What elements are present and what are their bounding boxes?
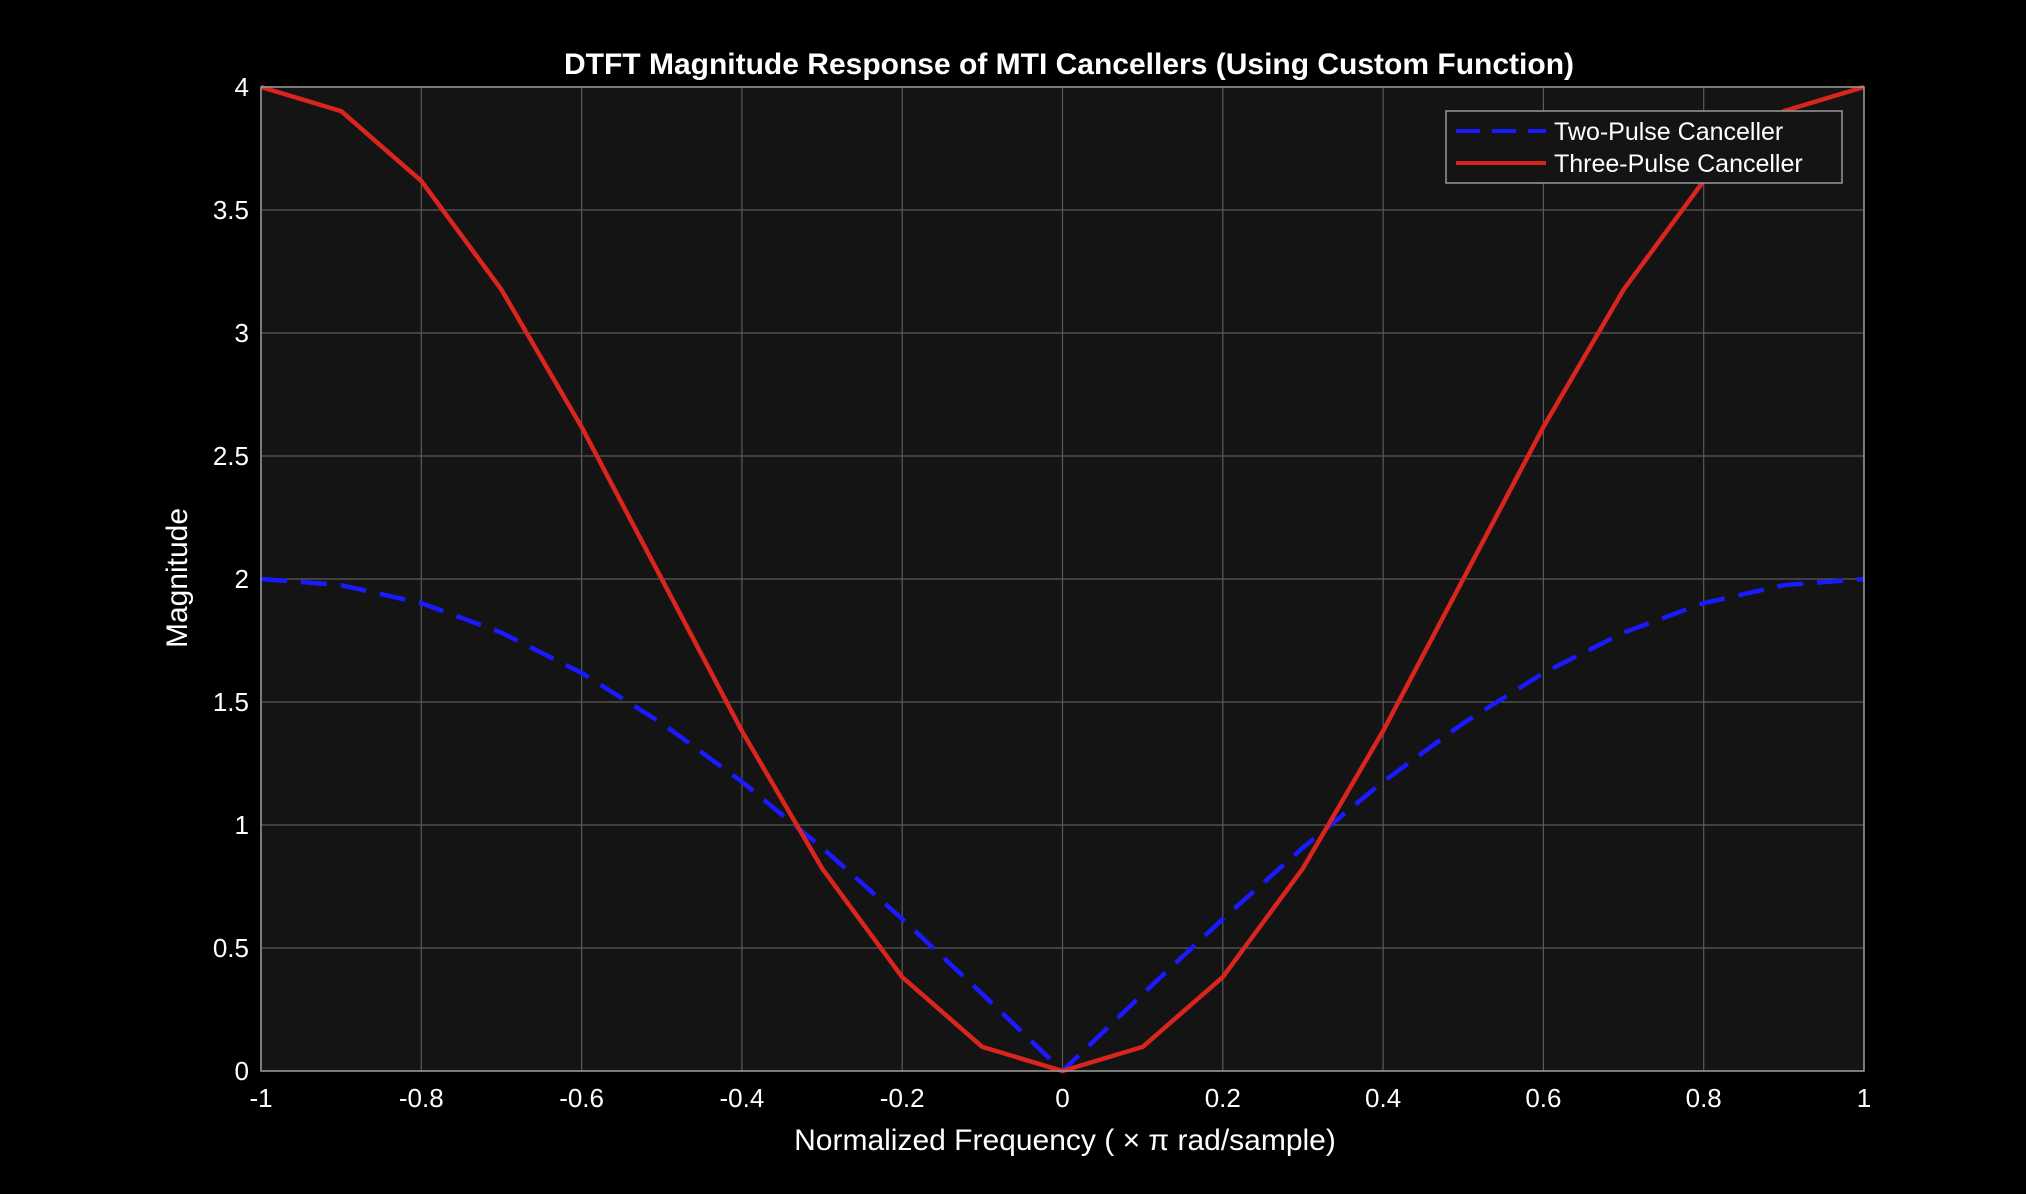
y-tick-label: 2 (235, 564, 249, 594)
y-tick-label: 4 (235, 72, 249, 102)
x-tick-labels: -1 -0.8 -0.6 -0.4 -0.2 0 0.2 0.4 0.6 0.8 1 (249, 1083, 1871, 1113)
x-tick-label: 1 (1857, 1083, 1871, 1113)
y-tick-label: 2.5 (213, 441, 249, 471)
x-tick-label: 0.6 (1525, 1083, 1561, 1113)
x-tick-label: 0.4 (1365, 1083, 1401, 1113)
x-tick-label: -0.8 (399, 1083, 444, 1113)
axes-border (260, 86, 1865, 1072)
y-tick-label: 3 (235, 318, 249, 348)
legend: Two-Pulse Canceller Three-Pulse Cancelle… (1445, 110, 1843, 184)
x-tick-label: 0.2 (1205, 1083, 1241, 1113)
x-tick-label: -0.2 (880, 1083, 925, 1113)
legend-box (1445, 110, 1843, 184)
y-tick-label: 1.5 (213, 687, 249, 717)
x-tick-label: 0.8 (1686, 1083, 1722, 1113)
legend-two-pulse-label: Two-Pulse Canceller (1554, 118, 1783, 146)
x-tick-label: -1 (249, 1083, 272, 1113)
chart-title: DTFT Magnitude Response of MTI Canceller… (564, 48, 1574, 81)
x-axis-label: Normalized Frequency ( × π rad/sample) (794, 1124, 1336, 1157)
y-tick-label: 0.5 (213, 933, 249, 963)
y-tick-label: 1 (235, 810, 249, 840)
x-tick-label: -0.6 (559, 1083, 604, 1113)
legend-three-pulse-label: Three-Pulse Canceller (1554, 150, 1803, 178)
y-tick-label: 3.5 (213, 195, 249, 225)
y-axis-label: Magnitude (161, 508, 194, 648)
y-tick-labels: 0 0.5 1 1.5 2 2.5 3 3.5 4 (213, 72, 249, 1086)
x-tick-label: -0.4 (719, 1083, 764, 1113)
x-tick-label: 0 (1055, 1083, 1069, 1113)
y-tick-label: 0 (235, 1056, 249, 1086)
